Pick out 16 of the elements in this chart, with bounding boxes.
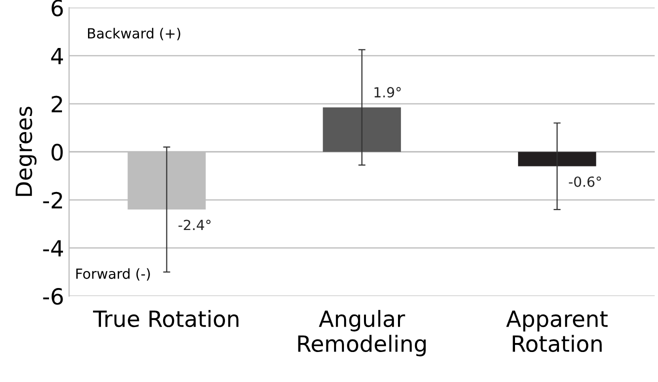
data-label: -0.6° <box>568 176 601 187</box>
x-tick-label: Angular Remodeling <box>298 310 426 356</box>
y-tick-label: -6 <box>43 288 63 305</box>
data-label: 1.9° <box>374 87 401 98</box>
y-tick-label: 0 <box>52 144 63 161</box>
y-tick-label: 4 <box>51 48 63 64</box>
y-tick-label: 2 <box>52 96 62 112</box>
y-tick-label: 6 <box>52 0 63 16</box>
annotation: Forward (-) <box>76 268 150 281</box>
y-tick-label: -4 <box>43 240 63 256</box>
y-tick-label: -2 <box>43 192 62 208</box>
data-label: -2.4° <box>178 220 211 230</box>
annotation: Backward (+) <box>88 28 180 40</box>
x-tick-label: True Rotation <box>93 310 238 328</box>
y-axis-title: Degrees <box>16 106 37 196</box>
x-tick-label: Apparent Rotation <box>506 310 608 352</box>
